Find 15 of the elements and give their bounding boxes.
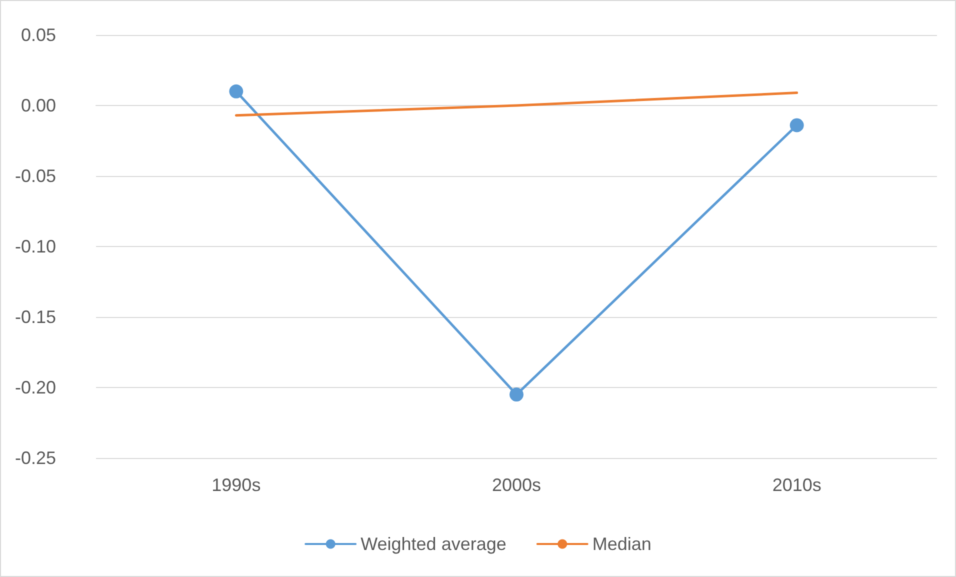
y-tick-label: -0.10: [14, 236, 56, 256]
y-tick-label: -0.05: [14, 166, 56, 186]
legend-label: Weighted average: [360, 534, 506, 554]
point: [229, 84, 244, 98]
y-tick-label: -0.15: [14, 307, 56, 327]
legend-label: Median: [592, 534, 652, 554]
y-tick-label: 0.05: [20, 25, 56, 45]
x-tick-label: 2000s: [492, 475, 542, 495]
point: [790, 118, 804, 132]
y-tick-label: -0.20: [14, 378, 56, 398]
x-tick-label: 2010s: [772, 475, 822, 495]
point: [510, 388, 524, 402]
y-tick-label: -0.25: [14, 448, 56, 468]
y-tick-label: 0.00: [20, 96, 56, 116]
x-tick-label: 1990s: [212, 475, 261, 495]
